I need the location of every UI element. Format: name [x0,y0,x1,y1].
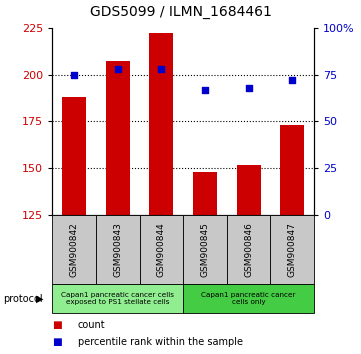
Text: GSM900843: GSM900843 [113,222,122,277]
Bar [149,33,173,215]
Text: GDS5099 / ILMN_1684461: GDS5099 / ILMN_1684461 [90,5,271,19]
Text: ■: ■ [52,337,62,347]
Text: GSM900847: GSM900847 [288,222,297,277]
Bar [237,165,261,215]
Text: GSM900844: GSM900844 [157,222,166,277]
Point [202,87,208,92]
Bar [270,215,314,284]
Text: GSM900842: GSM900842 [70,222,79,277]
Bar [183,215,227,284]
Point [115,66,121,72]
Bar [106,61,130,215]
Text: ■: ■ [52,320,62,330]
Point [290,77,295,83]
Text: Capan1 pancreatic cancer
cells only: Capan1 pancreatic cancer cells only [201,292,296,305]
Text: count: count [78,320,105,330]
Bar [96,215,140,284]
Bar [62,97,86,215]
Point [246,85,252,91]
Text: GSM900846: GSM900846 [244,222,253,277]
Bar [52,215,96,284]
Text: ▶: ▶ [36,294,44,304]
Point [158,66,164,72]
Text: protocol: protocol [4,294,43,304]
Point [71,72,77,77]
Bar [280,125,304,215]
Bar [193,172,217,215]
Bar [227,215,270,284]
Bar [183,284,314,313]
Bar [52,284,183,313]
Text: Capan1 pancreatic cancer cells
exposed to PS1 stellate cells: Capan1 pancreatic cancer cells exposed t… [61,292,174,305]
Text: percentile rank within the sample: percentile rank within the sample [78,337,243,347]
Text: GSM900845: GSM900845 [200,222,209,277]
Bar [140,215,183,284]
